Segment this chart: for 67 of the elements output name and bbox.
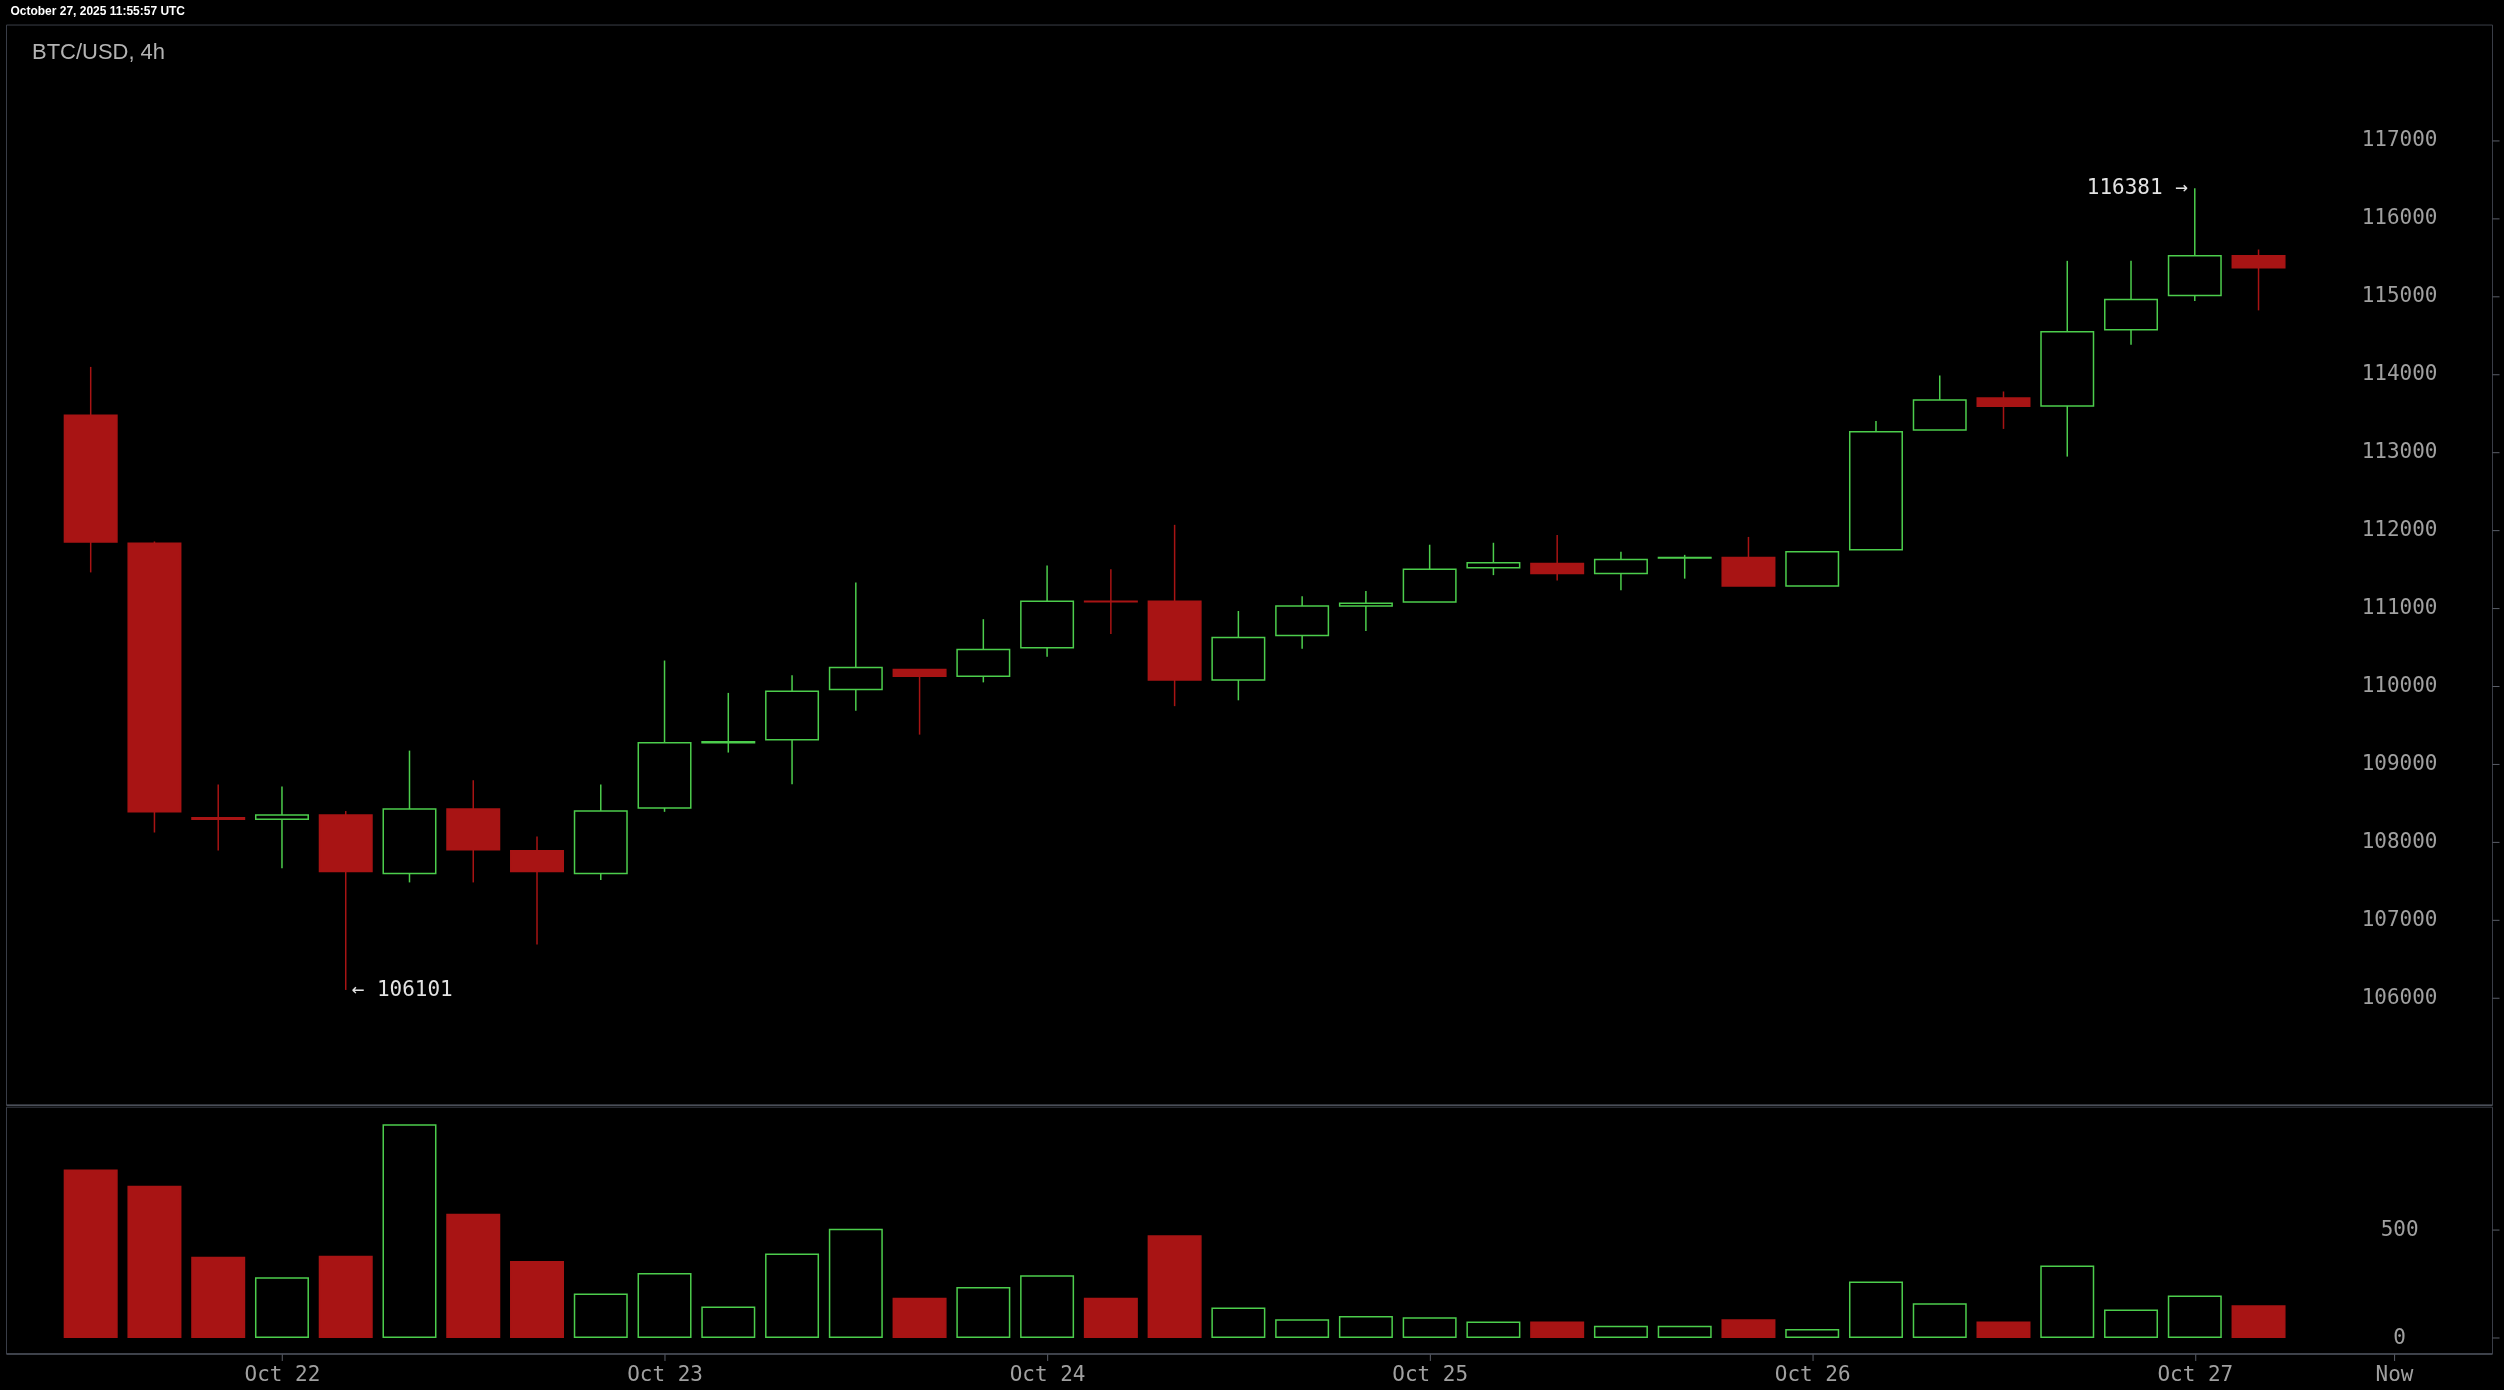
bar (1083, 1297, 1138, 1339)
bar (1593, 1325, 1648, 1339)
candlestick (1466, 542, 1521, 576)
y-tick-label: 109000 (2361, 751, 2438, 776)
bar (63, 1169, 118, 1339)
bar (2231, 1305, 2286, 1339)
bar (382, 1124, 437, 1339)
bar (573, 1293, 628, 1339)
bar (956, 1286, 1011, 1339)
candlestick (1657, 554, 1712, 580)
y-tick-label: 110000 (2361, 673, 2438, 698)
bar (446, 1213, 501, 1339)
y-tick-label: 115000 (2361, 283, 2438, 308)
bar (1976, 1321, 2031, 1339)
y-tick-label: 108000 (2361, 829, 2438, 854)
x-tick-label: Oct 27 (2157, 1361, 2234, 1386)
text: BTC/USD, 4h (31, 38, 166, 64)
annotation: ← 106101 (351, 976, 453, 1001)
bar (1721, 1319, 1776, 1339)
bar (127, 1185, 182, 1339)
annotation: 116381 → (2086, 175, 2188, 200)
y-tick-label: 114000 (2361, 361, 2438, 386)
x-tick-label: Oct 25 (1392, 1361, 1469, 1386)
y-tick-label: 106000 (2361, 985, 2438, 1010)
x-tick-label: Oct 26 (1774, 1361, 1851, 1386)
candlestick (191, 783, 246, 852)
bar (510, 1261, 565, 1339)
bar (1657, 1325, 1712, 1339)
bar (892, 1297, 947, 1339)
bar (318, 1255, 373, 1339)
text: October 27, 2025 11:55:57 UTC (10, 4, 186, 19)
bar (828, 1228, 883, 1339)
x-tick-label: Oct 24 (1009, 1361, 1086, 1386)
y-tick-label: 116000 (2361, 205, 2438, 230)
y-tick-label: 113000 (2361, 439, 2438, 464)
y-tick-label: 111000 (2361, 595, 2438, 620)
bar (1466, 1321, 1521, 1339)
candlestick (254, 785, 309, 870)
bar (2040, 1265, 2095, 1339)
x-tick-label: Oct 22 (244, 1361, 321, 1386)
bar (1530, 1321, 1585, 1339)
bar (2104, 1309, 2159, 1339)
y-tick-label: 500 (2380, 1217, 2419, 1242)
bar (2167, 1295, 2222, 1339)
bar (1912, 1303, 1967, 1339)
bar (1211, 1307, 1266, 1339)
bar (191, 1256, 246, 1339)
y-tick-label: 107000 (2361, 907, 2438, 932)
candlestick (892, 668, 947, 736)
bar (1338, 1316, 1393, 1339)
y-tick-label: 0 (2393, 1324, 2406, 1349)
candlestick (1338, 590, 1393, 632)
bar (765, 1253, 820, 1339)
y-tick-label: 112000 (2361, 517, 2438, 542)
bar (1785, 1329, 1840, 1339)
y-tick-label: 117000 (2361, 127, 2438, 152)
bar (1147, 1235, 1202, 1339)
bar (1020, 1275, 1075, 1339)
bar (254, 1277, 309, 1339)
bar (1848, 1281, 1903, 1339)
x-tick-label: Oct 23 (627, 1361, 703, 1386)
candlestick (701, 692, 756, 754)
bar (637, 1272, 692, 1339)
x-tick-label: Now (2375, 1361, 2414, 1386)
bar (1275, 1319, 1330, 1339)
bar (1402, 1317, 1457, 1339)
bar (701, 1306, 756, 1339)
